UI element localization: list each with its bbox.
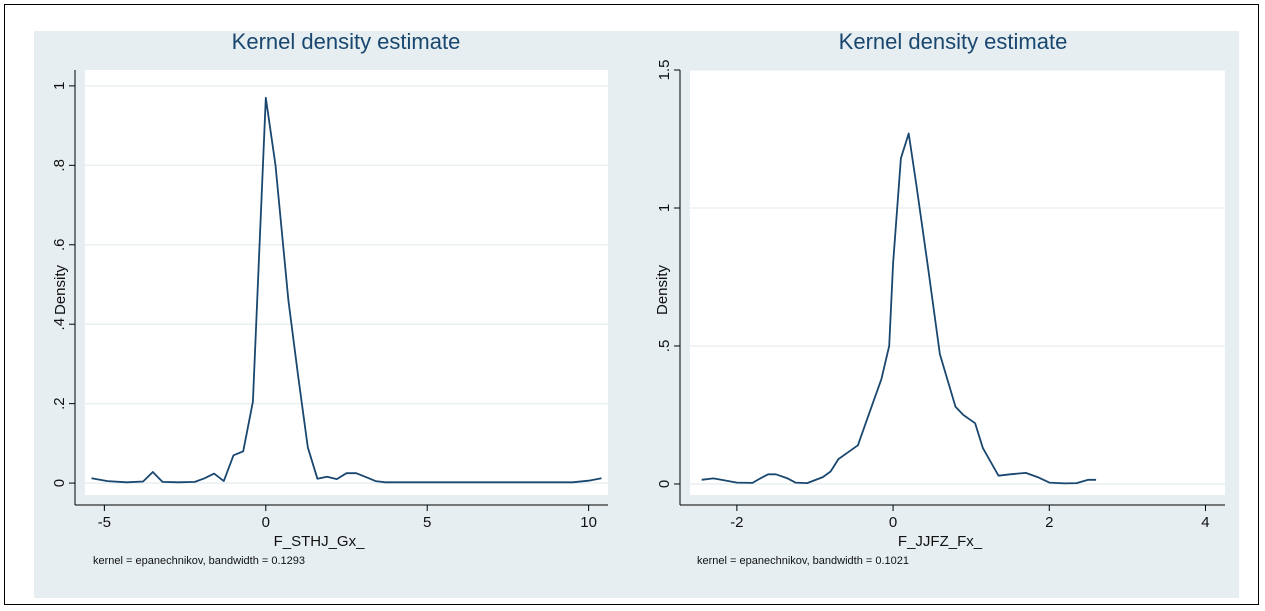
x-axis-label-right: F_JJFZ_Fx_ [898,533,983,550]
y-axis-label-left: Density [52,264,69,315]
plot-area-right [690,70,1225,495]
y-tick-label-right-3: 1.5 [656,60,673,81]
y-tick-label-right-2: 1 [656,204,673,212]
x-tick-label-left-1: 0 [262,514,270,531]
x-tick-label-left-0: -5 [98,514,111,531]
x-tick-label-right-2: 2 [1045,514,1053,531]
kernel-note-right: kernel = epanechnikov, bandwidth = 0.102… [697,555,909,567]
x-axis-label-left: F_STHJ_Gx_ [274,533,366,550]
density-chart-left: Kernel density estimate Density F_STHJ_G… [51,29,608,567]
kernel-note-left: kernel = epanechnikov, bandwidth = 0.129… [93,555,305,567]
chart-title-right: Kernel density estimate [839,29,1068,54]
x-tick-label-right-3: 4 [1201,514,1209,531]
y-tick-label-left-2: .4 [51,318,68,331]
y-tick-label-left-0: 0 [51,479,68,487]
x-tick-label-left-2: 5 [423,514,431,531]
x-tick-label-right-0: -2 [730,514,743,531]
x-tick-label-left-3: 10 [580,514,597,531]
y-tick-label-right-1: .5 [656,340,673,353]
density-curve-left-0 [91,96,602,484]
y-tick-label-left-1: .2 [51,397,68,410]
density-chart-right: Kernel density estimate Density F_JJFZ_F… [654,29,1225,567]
y-axis-label-right: Density [654,264,671,315]
density-curve-right-0 [701,132,1097,485]
plot-area-left [85,70,608,495]
x-tick-label-right-1: 0 [889,514,897,531]
y-tick-label-left-3: .6 [51,239,68,252]
chart-title-left: Kernel density estimate [232,29,461,54]
y-tick-label-left-4: .8 [51,159,68,172]
y-tick-label-right-0: 0 [656,480,673,488]
y-tick-label-left-5: 1 [51,82,68,90]
